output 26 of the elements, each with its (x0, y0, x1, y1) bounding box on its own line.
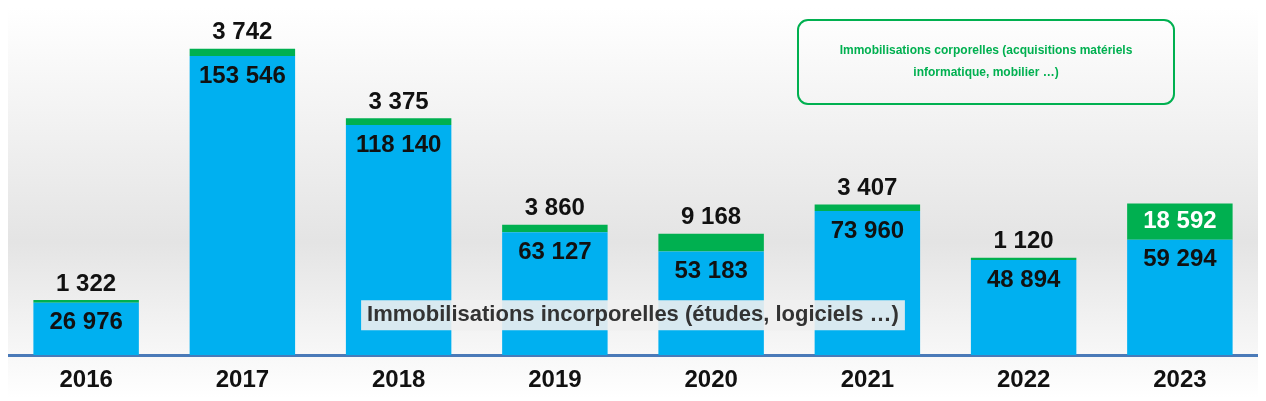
x-tick-label: 2022 (996, 365, 1051, 393)
data-label: 53 183 (674, 256, 748, 284)
data-label: 48 894 (986, 264, 1061, 292)
x-tick-label: 2020 (684, 365, 738, 393)
x-tick-label: 2023 (1153, 365, 1207, 393)
data-label: 63 127 (518, 236, 592, 264)
data-label: 153 546 (198, 60, 286, 88)
x-tick-label: 2019 (528, 365, 582, 393)
x-tick-label: 2018 (371, 365, 426, 393)
x-tick-label: 2021 (840, 365, 895, 393)
data-label: 118 140 (355, 129, 442, 157)
data-label: 1 120 (993, 226, 1054, 254)
data-label: 73 960 (830, 215, 905, 243)
series-label: Immobilisations incorporelles (études, logiciels …) (367, 301, 899, 327)
data-label: 3 375 (368, 87, 429, 114)
data-label: 9 168 (681, 202, 742, 230)
data-label: 59 294 (1143, 244, 1218, 272)
text: Immobilisations corporelles (acquisitions matériels informatique, mobilier …) (839, 43, 1133, 80)
data-label: 3 407 (837, 173, 898, 201)
data-label: 3 860 (524, 193, 585, 221)
data-label: 18 592 (1143, 206, 1217, 234)
data-label: 26 976 (49, 307, 123, 335)
x-tick-label: 2017 (215, 365, 270, 393)
data-label: 3 742 (212, 17, 273, 45)
data-label: 1 322 (56, 268, 117, 296)
x-tick-label: 2016 (59, 365, 113, 393)
